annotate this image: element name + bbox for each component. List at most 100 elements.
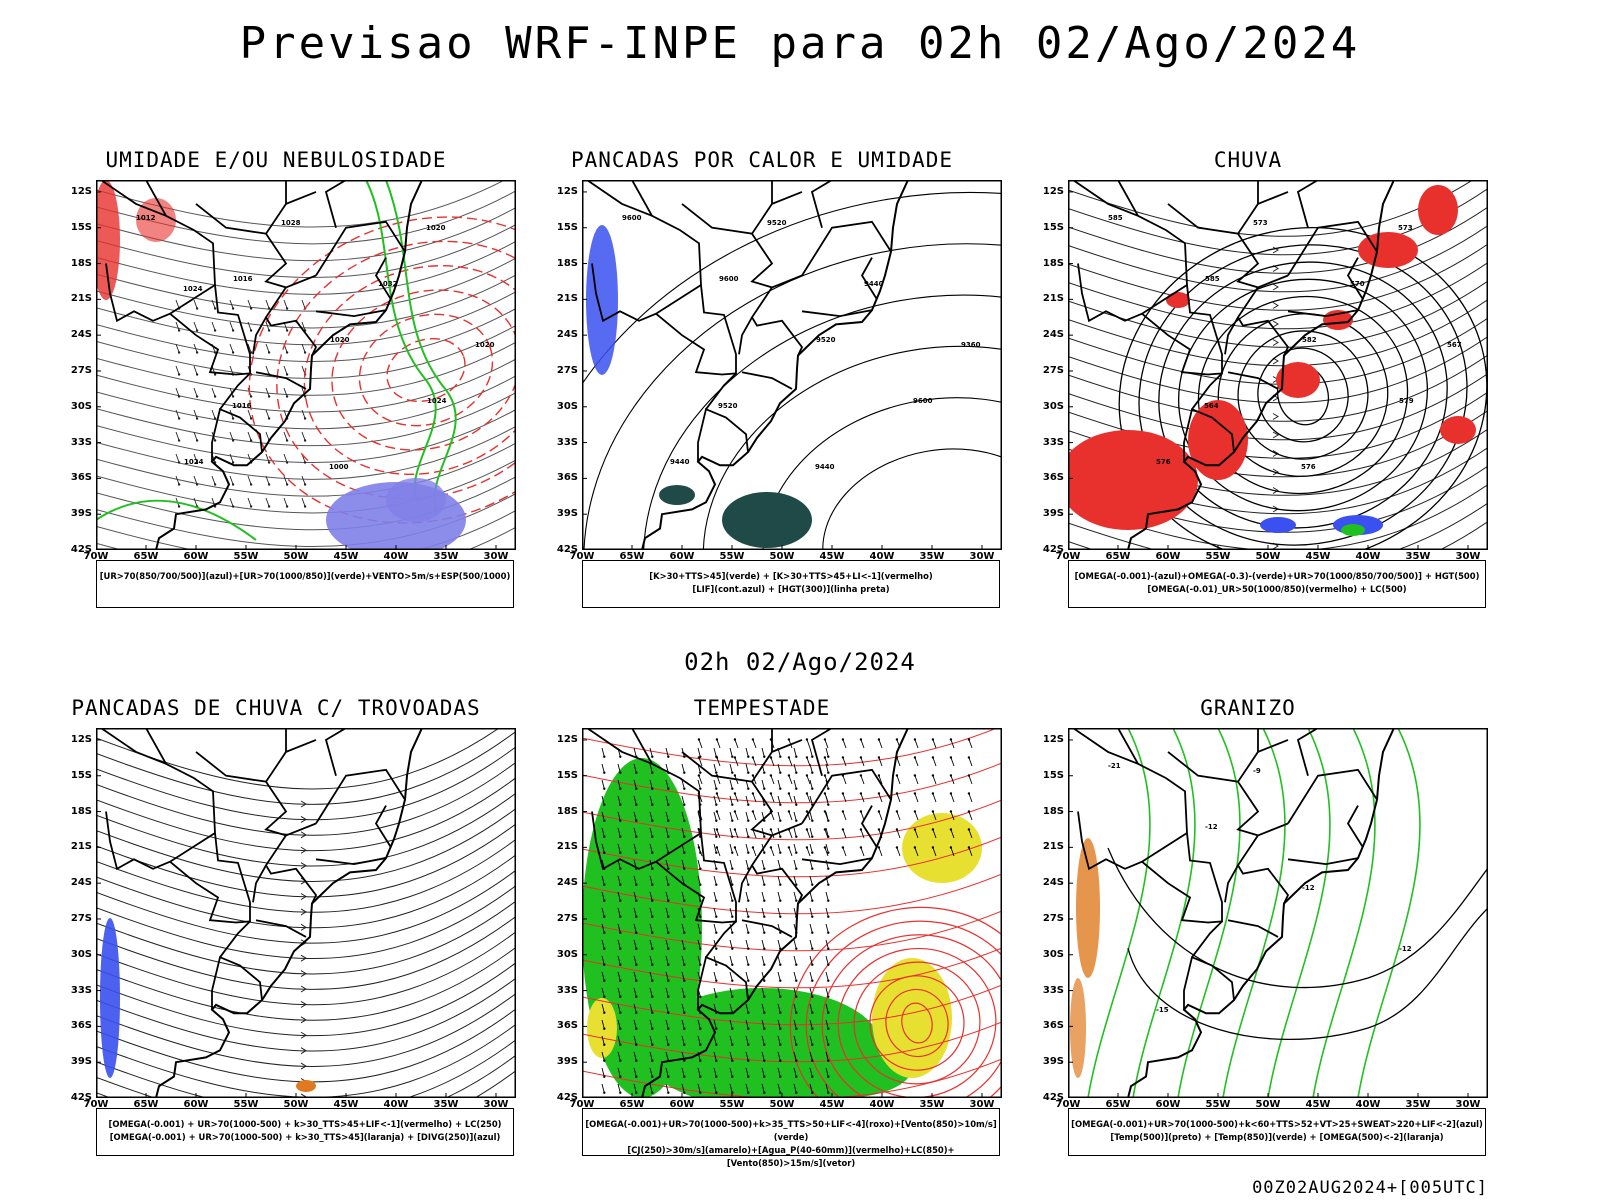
- wind-vector: [681, 891, 685, 901]
- wind-vector-head: [805, 756, 809, 759]
- wind-vector: [617, 843, 621, 853]
- map-svg: [96, 728, 516, 1098]
- wind-vector-head: [731, 1075, 734, 1078]
- wind-vector-head: [619, 883, 622, 886]
- contour-label: -12: [1399, 945, 1412, 953]
- lon-label: 30W: [1455, 551, 1481, 562]
- wind-vector: [697, 955, 701, 965]
- state-border: [1296, 728, 1319, 776]
- wind-vector-head: [795, 963, 798, 966]
- state-border: [374, 257, 392, 300]
- state-border: [750, 286, 804, 356]
- wind-vector: [601, 907, 605, 917]
- wind-vector: [729, 939, 733, 949]
- streamline: [96, 224, 516, 278]
- wind-vector: [633, 747, 637, 757]
- wind-vector-head: [763, 867, 766, 870]
- lat-label: 36S: [1042, 472, 1064, 484]
- lat-label: 15S: [556, 221, 578, 233]
- wind-vector: [601, 987, 605, 997]
- wind-vector: [617, 779, 621, 789]
- wind-vector: [932, 757, 937, 767]
- wind-vector-head: [747, 755, 750, 758]
- wind-vector: [713, 875, 717, 885]
- wind-vector-head: [667, 915, 670, 918]
- wind-vector-head: [651, 1075, 654, 1078]
- wind-vector-head: [603, 899, 606, 902]
- map-border: [96, 180, 516, 550]
- shaded-area: [1440, 416, 1476, 444]
- wind-vector: [793, 747, 797, 757]
- wind-vector: [793, 891, 797, 901]
- wind-vector-head: [667, 1091, 670, 1094]
- wind-vector: [809, 1051, 813, 1061]
- wind-vector: [601, 1003, 605, 1013]
- wind-vector-head: [895, 738, 899, 741]
- wind-vector: [617, 939, 621, 949]
- wind-vector: [633, 891, 637, 901]
- wind-vector: [860, 793, 865, 803]
- wind-vector: [211, 321, 216, 331]
- wind-vector-head: [827, 915, 830, 918]
- wind-vector-head: [827, 1027, 830, 1030]
- lat-label: 42S: [70, 1092, 92, 1103]
- state-border: [100, 728, 216, 871]
- wind-vector-head: [699, 899, 702, 902]
- wind-vector: [681, 859, 685, 869]
- wind-vector-head: [635, 1075, 638, 1078]
- wind-vector-head: [651, 931, 654, 934]
- wind-vector: [825, 1083, 829, 1093]
- lat-label: 36S: [556, 472, 578, 484]
- lon-label: 50W: [283, 1099, 309, 1110]
- wind-vector-head: [769, 756, 773, 759]
- state-border: [1287, 857, 1359, 866]
- wind-vector-head: [303, 417, 307, 420]
- wind-vector-head: [779, 979, 782, 982]
- wind-vector: [265, 497, 270, 507]
- state-border: [1072, 728, 1188, 871]
- lat-label: 39S: [70, 1056, 92, 1068]
- wind-vector: [914, 811, 919, 821]
- lat-label: 21S: [556, 841, 578, 853]
- wind-vector-head: [699, 771, 702, 774]
- wind-vector-head: [779, 899, 782, 902]
- wind-vector-head: [747, 915, 750, 918]
- state-border: [810, 180, 833, 228]
- wind-vector-head: [651, 883, 654, 886]
- shaded-area: [659, 485, 695, 505]
- wind-vector-head: [603, 771, 606, 774]
- wind-vector-head: [795, 787, 798, 790]
- wind-vector: [770, 847, 775, 857]
- streamline: [1068, 502, 1488, 550]
- wind-vector: [842, 829, 847, 839]
- wind-vector: [777, 907, 781, 917]
- wind-vector: [860, 739, 865, 749]
- wind-vector: [617, 795, 621, 805]
- contour-label: -12: [1205, 823, 1218, 831]
- lon-label: 40W: [869, 1099, 895, 1110]
- wind-vector: [745, 971, 749, 981]
- wind-vector: [649, 1083, 653, 1093]
- wind-vector-head: [795, 883, 798, 886]
- state-border: [145, 180, 167, 217]
- wind-vector-head: [787, 810, 791, 813]
- wind-vector: [265, 475, 270, 485]
- panel-title: TEMPESTADE: [693, 696, 831, 720]
- contour-line: [1177, 278, 1429, 512]
- wind-vector: [824, 793, 829, 803]
- wind-vector: [713, 1035, 717, 1045]
- lon-label: 30W: [483, 1099, 509, 1110]
- contour-line: [385, 180, 457, 511]
- wind-vector: [617, 859, 621, 869]
- wind-vector: [665, 939, 669, 949]
- wind-vector-head: [805, 738, 809, 741]
- wind-vector-head: [787, 756, 791, 759]
- wind-vector-head: [715, 963, 718, 966]
- wind-vector: [665, 1003, 669, 1013]
- wind-vector-head: [779, 915, 782, 918]
- wind-vector-head: [603, 851, 606, 854]
- wind-vector-head: [805, 828, 809, 831]
- wind-vector-head: [619, 1027, 622, 1030]
- wind-vector: [734, 829, 739, 839]
- wind-vector-head: [195, 329, 199, 332]
